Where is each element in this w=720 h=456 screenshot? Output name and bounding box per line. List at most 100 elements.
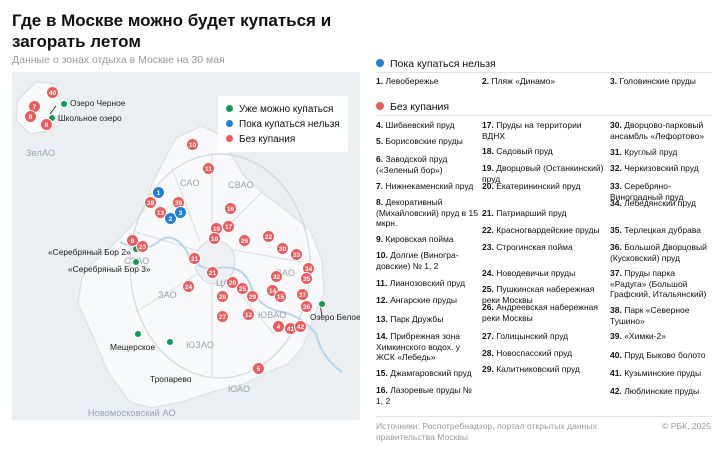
marker-23[interactable]: 23 — [136, 240, 149, 253]
list-item-1: 1. Левобережье — [376, 76, 439, 86]
marker-42[interactable]: 42 — [294, 320, 307, 333]
allowed-point[interactable] — [60, 100, 68, 108]
list-item-label: Джамгаровский пруд — [390, 368, 472, 378]
page-title: Где в Москве можно будет купаться и заго… — [12, 11, 332, 51]
red-dot-icon — [226, 135, 233, 142]
list-item-label: Шибаевский пруд — [385, 120, 455, 130]
list-item-number: 22. — [482, 225, 494, 235]
marker-17[interactable]: 17 — [222, 220, 235, 233]
marker-40[interactable]: 40 — [46, 86, 59, 99]
marker-28[interactable]: 28 — [216, 290, 229, 303]
list-item-number: 10. — [376, 250, 388, 260]
list-item-number: 7. — [376, 181, 384, 191]
list-item-number: 6. — [376, 154, 384, 164]
marker-13[interactable]: 13 — [154, 206, 167, 219]
list-item: 30. Дворцово-парковый ансамбль «Лефортов… — [610, 120, 712, 141]
marker-8[interactable]: 8 — [40, 118, 53, 131]
list-item-label: Калитниковский пруд — [496, 364, 580, 374]
green-dot-icon — [226, 105, 233, 112]
list-item: 19. Дворцовый (Останкинский) пруд — [482, 163, 604, 184]
marker-15[interactable]: 15 — [274, 290, 287, 303]
list-item-number: 42. — [610, 386, 622, 396]
list-item-number: 9. — [376, 234, 384, 244]
marker-36[interactable]: 36 — [300, 300, 313, 313]
list-item-label: Прибрежная зона Химкинского водох. у ЖСК… — [376, 331, 461, 363]
marker-24[interactable]: 24 — [182, 280, 195, 293]
list-item-label: Новоспасский пруд — [496, 348, 573, 358]
marker-33[interactable]: 33 — [290, 248, 303, 261]
marker-4[interactable]: 4 — [272, 320, 285, 333]
district-label: Новомосковский АО — [88, 408, 176, 418]
marker-32[interactable]: 32 — [270, 270, 283, 283]
list-item: 31. Круглый пруд — [610, 147, 712, 158]
list-item-number: 5. — [376, 136, 384, 146]
allowed-point[interactable] — [166, 338, 174, 346]
list-item-number: 37. — [610, 268, 622, 278]
list-item: 25. Пушкинская набережная реки Москвы — [482, 284, 604, 305]
list-item-number: 30. — [610, 120, 622, 130]
list-item-label: Новодевичьи пруды — [496, 268, 576, 278]
list-item: 34. Лебедянский пруд — [610, 198, 712, 209]
list-item: 37. Пруды парка «Радуга» (Большой Графск… — [610, 268, 712, 300]
section-no-swimming-heading: Без купания — [376, 101, 449, 113]
marker-29[interactable]: 29 — [246, 290, 259, 303]
list-item-3: 3. Головинские пруды — [610, 76, 696, 86]
section-not-yet-heading: Пока купаться нельзя — [376, 58, 496, 70]
district-label: ЮВАО — [258, 310, 287, 320]
district-label: СВАО — [228, 180, 254, 190]
marker-31[interactable]: 31 — [188, 252, 201, 265]
marker-16[interactable]: 16 — [224, 202, 237, 215]
marker-18[interactable]: 18 — [208, 232, 221, 245]
list-item-label: Круглый пруд — [624, 147, 678, 157]
place-label: Мещерское — [110, 342, 156, 352]
map-legend: Уже можно купаться Пока купаться нельзя … — [218, 96, 348, 152]
list-item: 8. Декоративный (Михайловский) пруд в 15… — [376, 197, 478, 229]
allowed-point[interactable] — [132, 258, 140, 266]
list-item-label: Пушкинская набережная реки Москвы — [482, 284, 595, 305]
page-subtitle: Данные о зонах отдыха в Москве на 30 мая — [12, 54, 225, 66]
allowed-point[interactable] — [134, 330, 142, 338]
list-item-label: Лазоревые пруды № 1, 2 — [376, 385, 472, 406]
marker-21[interactable]: 21 — [206, 266, 219, 279]
list-item: 11. Лианозовский пруд — [376, 278, 478, 289]
list-item-label: Дворцовый (Останкинский) пруд — [482, 163, 604, 184]
list-item-label: «Химки-2» — [624, 331, 666, 341]
list-item: 16. Лазоревые пруды № 1, 2 — [376, 385, 478, 406]
marker-6[interactable]: 6 — [24, 110, 37, 123]
list-item-label: Парк «Северное Тушино» — [610, 305, 690, 326]
list-item-label: Екатерининский пруд — [496, 181, 581, 191]
district-label: ЮАО — [228, 384, 251, 394]
list-item-label: Красногвардейские пруды — [496, 225, 600, 235]
marker-38[interactable]: 38 — [144, 196, 157, 209]
list-item-label: Дворцово-парковый ансамбль «Лефортово» — [610, 120, 705, 141]
marker-26[interactable]: 26 — [238, 234, 251, 247]
marker-30[interactable]: 30 — [276, 242, 289, 255]
list-item: 21. Патриарший пруд — [482, 208, 604, 219]
marker-11[interactable]: 11 — [202, 162, 215, 175]
list-item-label: Борисовские пруды — [385, 136, 463, 146]
marker-1[interactable]: 1 — [152, 186, 165, 199]
marker-25[interactable]: 25 — [236, 282, 249, 295]
marker-27[interactable]: 27 — [216, 310, 229, 323]
marker-22[interactable]: 22 — [262, 230, 275, 243]
marker-39[interactable]: 39 — [172, 196, 185, 209]
list-item: 40. Пруд Быково болото — [610, 350, 712, 361]
list-item: 18. Садовый пруд — [482, 146, 604, 157]
marker-10[interactable]: 10 — [186, 138, 199, 151]
marker-12[interactable]: 12 — [242, 308, 255, 321]
list-item-label: Пруд Быково болото — [624, 350, 706, 360]
marker-3[interactable]: 3 — [174, 206, 187, 219]
place-label: «Серебряный Бор 3» — [68, 264, 151, 274]
list-item-label: Кировская пойма — [385, 234, 454, 244]
list-item-label: Пруды на территории ВДНХ — [482, 120, 582, 141]
list-item: 5. Борисовские пруды — [376, 136, 478, 147]
district-label: ЦАО — [216, 278, 236, 288]
divider — [376, 115, 712, 116]
allowed-point[interactable] — [318, 300, 326, 308]
marker-5[interactable]: 5 — [252, 362, 265, 375]
list-item-label: Заводской пруд («Зеленый бор») — [376, 154, 448, 175]
list-item-label: Лианозовский пруд — [389, 278, 466, 288]
list-item-number: 20. — [482, 181, 494, 191]
marker-2[interactable]: 2 — [164, 212, 177, 225]
marker-35[interactable]: 35 — [300, 272, 313, 285]
